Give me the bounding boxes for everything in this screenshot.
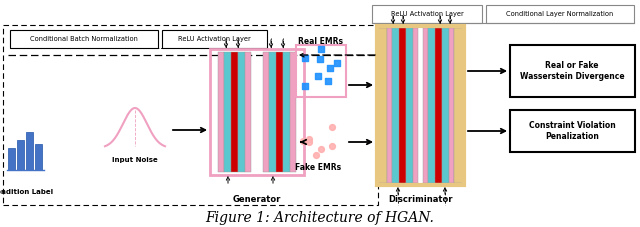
Bar <box>17 140 24 170</box>
Bar <box>296 45 346 97</box>
Point <box>300 84 310 88</box>
Text: Real EMRs: Real EMRs <box>298 37 342 47</box>
Bar <box>263 52 269 172</box>
Bar <box>428 28 435 183</box>
Bar <box>269 52 276 172</box>
Text: Figure 1: Architecture of HGAN.: Figure 1: Architecture of HGAN. <box>205 211 435 225</box>
Bar <box>378 28 387 183</box>
Bar <box>210 49 304 175</box>
Bar <box>162 30 267 48</box>
Text: ReLU Activation Layer: ReLU Activation Layer <box>178 36 251 42</box>
Text: Fake EMRs: Fake EMRs <box>295 163 341 173</box>
Bar <box>406 28 413 183</box>
Bar <box>8 148 15 170</box>
Bar <box>510 45 635 97</box>
Text: Input Noise: Input Noise <box>112 157 158 163</box>
Point <box>316 147 326 151</box>
Bar <box>372 5 482 23</box>
Point <box>315 57 325 60</box>
Bar <box>486 5 634 23</box>
Bar <box>510 110 635 152</box>
Point <box>313 74 323 78</box>
Point <box>304 140 314 143</box>
Bar <box>224 52 231 172</box>
Bar <box>413 28 418 183</box>
Bar <box>238 52 245 172</box>
Bar <box>449 28 454 183</box>
Point <box>323 79 333 83</box>
Bar <box>290 52 296 172</box>
Bar <box>377 26 464 185</box>
Text: Discriminator: Discriminator <box>388 195 452 205</box>
Bar <box>454 28 463 183</box>
Point <box>316 47 326 51</box>
Text: ReLU Activation Layer: ReLU Activation Layer <box>390 11 463 17</box>
Point <box>326 125 337 129</box>
Bar <box>35 144 42 170</box>
Point <box>325 66 335 70</box>
Text: Condition Label: Condition Label <box>0 189 53 195</box>
Text: Real or Fake
Wasserstein Divergence: Real or Fake Wasserstein Divergence <box>520 61 624 81</box>
Text: Conditional Batch Normalization: Conditional Batch Normalization <box>30 36 138 42</box>
Text: Generator: Generator <box>233 195 281 205</box>
Point <box>327 144 337 148</box>
Bar <box>283 52 290 172</box>
Bar <box>245 52 251 172</box>
Point <box>304 137 314 141</box>
Bar <box>218 52 224 172</box>
Point <box>311 153 321 157</box>
Bar <box>276 52 283 172</box>
Bar <box>387 28 392 183</box>
Bar <box>231 52 238 172</box>
Bar <box>392 28 399 183</box>
Bar <box>399 28 406 183</box>
Point <box>300 56 310 60</box>
Text: Constraint Violation
Penalization: Constraint Violation Penalization <box>529 121 616 141</box>
Bar <box>26 132 33 170</box>
Bar <box>3 25 378 205</box>
Bar <box>435 28 442 183</box>
Point <box>298 139 308 143</box>
Bar <box>442 28 449 183</box>
Bar <box>10 30 158 48</box>
Bar <box>423 28 428 183</box>
Point <box>332 61 342 64</box>
Text: Conditional Layer Normalization: Conditional Layer Normalization <box>506 11 614 17</box>
